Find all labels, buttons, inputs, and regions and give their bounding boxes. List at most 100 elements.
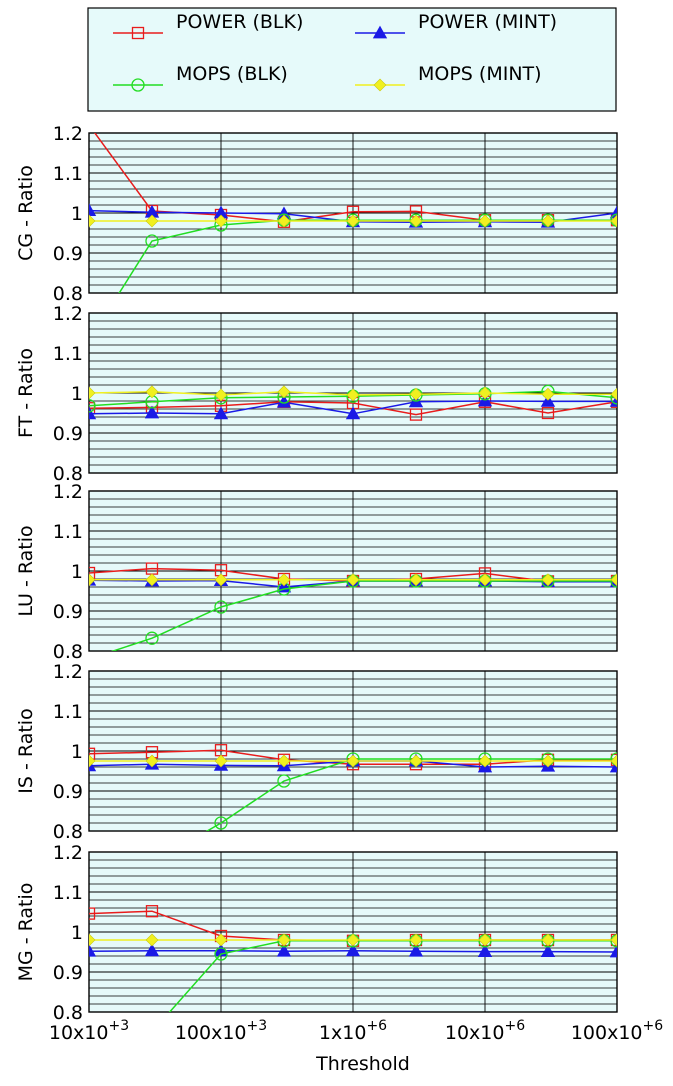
data-point [89, 933, 96, 947]
y-tick-label: 1.2 [53, 481, 83, 503]
y-axis-label: LU - Ratio [15, 525, 37, 616]
y-tick-label: 1.2 [53, 842, 83, 864]
data-point [89, 203, 97, 217]
data-point [277, 933, 291, 947]
data-point [89, 754, 96, 768]
data-point [145, 573, 159, 587]
data-point [346, 933, 360, 947]
data-point [145, 905, 159, 918]
data-point [409, 214, 423, 228]
legend: POWER (BLK) POWER (MINT) MOPS (BLK) MOPS (M… [87, 7, 617, 112]
legend-label: MOPS (MINT) [418, 63, 542, 85]
data-point [214, 214, 228, 228]
data-point [541, 933, 555, 947]
data-point [409, 387, 423, 401]
data-point [214, 388, 228, 402]
data-point [610, 391, 617, 405]
data-point [541, 214, 555, 228]
data-point [346, 214, 360, 228]
y-tick-label: 1 [71, 383, 83, 405]
series-group [89, 905, 617, 1012]
data-point [477, 944, 493, 957]
data-point [610, 933, 617, 947]
data-point [540, 394, 556, 407]
data-point [610, 387, 617, 401]
data-point [89, 386, 96, 400]
y-axis-label: IS - Ratio [15, 708, 37, 793]
data-point [89, 747, 96, 760]
data-point [610, 752, 617, 766]
legend-marker [131, 78, 145, 92]
data-point [144, 943, 160, 957]
legend-label: POWER (MINT) [418, 11, 557, 33]
data-point [541, 754, 555, 768]
y-axis-label: CG - Ratio [15, 165, 37, 261]
gridlines [88, 852, 618, 1012]
legend-item-mops-mint: MOPS (MINT) [355, 63, 542, 92]
plot-frame [88, 851, 618, 1013]
series-mops-mint [89, 214, 617, 228]
data-point [610, 573, 617, 587]
panel-ft: 0.8 0.9 1 1.1 1.2 FT - Ratio [15, 303, 618, 485]
series-group [89, 384, 617, 421]
data-point [478, 386, 492, 400]
data-point [145, 385, 159, 399]
y-tick-label: 0.9 [53, 243, 83, 265]
series-line [89, 401, 617, 416]
data-point [478, 214, 492, 228]
y-tick-label: 1.2 [53, 123, 83, 145]
y-tick-label: 1.1 [53, 701, 83, 723]
series-mops-mint [89, 385, 617, 402]
x-axis-label: Threshold [315, 1053, 410, 1075]
panel-cg: 0.8 0.9 1 1.1 1.2 CG - Ratio [15, 123, 618, 305]
data-point [89, 214, 96, 228]
y-tick-label: 1 [71, 922, 83, 944]
y-tick-label: 1.2 [53, 661, 83, 683]
x-axis: 10x10+3 100x10+3 1x10+6 10x10+6 100x10+6 Thre… [49, 1018, 663, 1075]
x-tick-label: 100x10+3 [175, 1018, 267, 1044]
data-point [540, 944, 556, 957]
data-point [277, 214, 291, 228]
panel-lu: 0.8 0.9 1 1.1 1.2 LU - Ratio [15, 481, 618, 663]
y-tick-label: 1.1 [53, 882, 83, 904]
y-tick-label: 0.9 [53, 962, 83, 984]
series-mops-mint [89, 754, 617, 768]
data-point [144, 405, 160, 419]
y-tick-label: 0.8 [53, 283, 83, 305]
legend-marker [372, 25, 388, 39]
y-tick-label: 0.9 [53, 423, 83, 445]
data-point [609, 205, 617, 219]
data-point [345, 943, 361, 957]
data-point [478, 933, 492, 947]
data-point [541, 406, 555, 420]
data-point [345, 406, 361, 420]
data-point [409, 933, 423, 947]
y-tick-label: 0.9 [53, 601, 83, 623]
gridlines [88, 491, 618, 651]
y-tick-label: 1.1 [53, 343, 83, 365]
data-point [214, 816, 228, 830]
legend-item-power-mint: POWER (MINT) [355, 11, 557, 39]
y-tick-label: 0.8 [53, 641, 83, 663]
legend-item-mops-blk: MOPS (BLK) [113, 63, 288, 92]
data-point [89, 566, 96, 580]
data-point [214, 600, 228, 614]
y-tick-label: 1 [71, 561, 83, 583]
data-point [213, 406, 229, 420]
data-point [89, 907, 96, 920]
data-point [409, 408, 423, 421]
data-point [145, 234, 159, 248]
y-tick-label: 1.1 [53, 163, 83, 185]
y-tick-label: 1.2 [53, 303, 83, 325]
y-tick-label: 1.1 [53, 521, 83, 543]
series-group [89, 562, 617, 651]
data-point [346, 388, 360, 402]
y-axis-label: MG - Ratio [15, 883, 37, 982]
series-group [89, 133, 617, 293]
data-point [409, 573, 423, 587]
data-point [214, 933, 228, 947]
data-point [277, 573, 291, 587]
data-point [277, 754, 291, 768]
y-axis-label: FT - Ratio [15, 348, 37, 438]
